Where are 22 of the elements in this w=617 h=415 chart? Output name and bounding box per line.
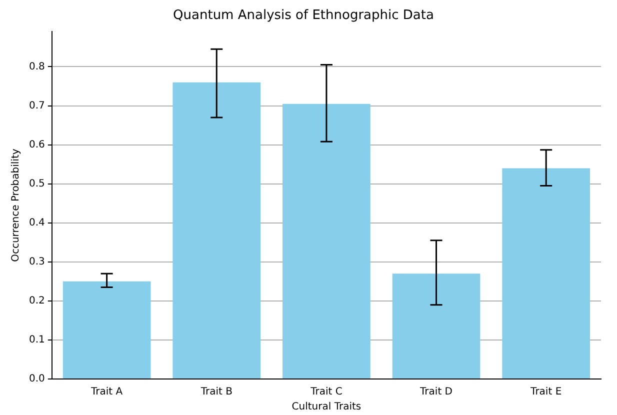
x-tick-label: Trait E: [530, 386, 562, 398]
y-tick-label: 0.0: [28, 374, 45, 385]
y-tick-label: 0.4: [28, 217, 45, 228]
bar: [172, 82, 261, 378]
y-tick-label: 0.6: [28, 139, 45, 150]
y-tick-label: 0.7: [28, 100, 45, 112]
x-tick-label: Trait B: [200, 386, 233, 398]
bar: [502, 168, 590, 378]
y-tick-label: 0.2: [28, 296, 45, 307]
y-axis-title: Occurrence Probability: [10, 148, 22, 262]
x-tick-label: Trait D: [419, 386, 453, 398]
x-tick-label: Trait C: [310, 386, 342, 398]
bar: [392, 274, 480, 378]
chart-title: Quantum Analysis of Ethnographic Data: [173, 8, 434, 24]
y-tick-label: 0.3: [28, 256, 45, 268]
bar: [282, 104, 370, 378]
y-tick-label: 0.8: [28, 61, 45, 72]
x-tick-label: Trait A: [90, 386, 123, 398]
bar: [62, 281, 151, 378]
y-tick-label: 0.5: [28, 178, 45, 190]
y-tick-label: 0.1: [28, 334, 45, 346]
x-axis-title: Cultural Traits: [292, 402, 362, 413]
